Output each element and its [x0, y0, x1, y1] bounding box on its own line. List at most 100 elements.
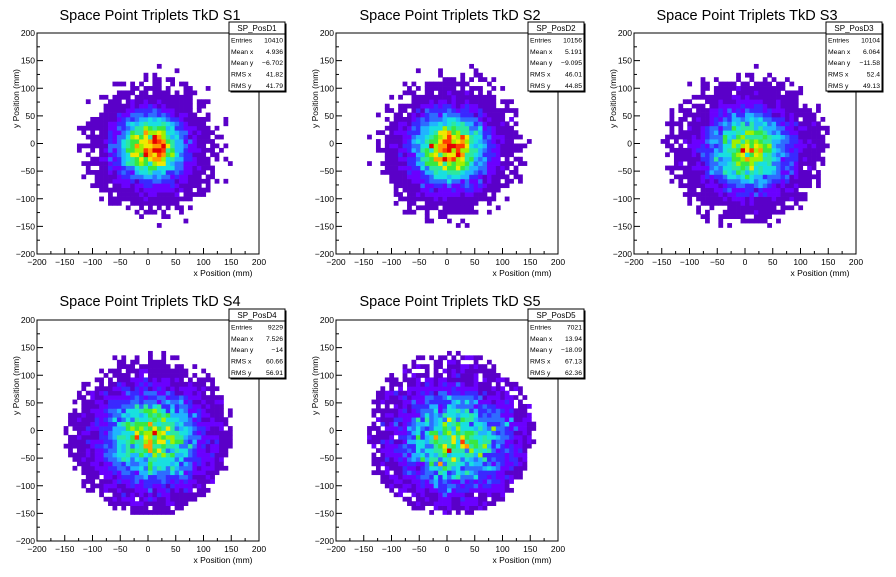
histogram-bin: [469, 479, 474, 484]
histogram-bin: [429, 103, 435, 109]
histogram-bin: [384, 457, 390, 462]
histogram-bin: [495, 116, 501, 122]
histogram-bin: [749, 130, 755, 136]
histogram-bin: [518, 174, 523, 180]
histogram-bin: [134, 170, 140, 175]
histogram-bin: [174, 461, 180, 467]
histogram-bin: [152, 170, 158, 175]
histogram-bin: [187, 434, 193, 440]
histogram-bin: [99, 183, 104, 189]
histogram-bin: [504, 381, 510, 387]
histogram-bin: [807, 183, 812, 189]
histogram-bin: [438, 103, 443, 109]
histogram-bin: [68, 421, 73, 427]
histogram-bin: [85, 408, 91, 414]
histogram-bin: [807, 152, 812, 158]
histogram-bin: [116, 134, 122, 140]
histogram-bin: [411, 443, 417, 449]
histogram-bin: [776, 139, 781, 144]
histogram-bin: [482, 452, 488, 458]
histogram-bin: [713, 130, 719, 136]
histogram-bin: [447, 121, 452, 127]
histogram-bin: [473, 368, 479, 374]
histogram-bin: [187, 403, 193, 409]
histogram-bin: [174, 139, 180, 144]
chart-panel-1: Space Point Triplets TkD S1−200 −150 −100−…: [11, 8, 287, 278]
histogram-bin: [85, 125, 91, 131]
histogram-bin: [156, 94, 162, 100]
histogram-bin: [165, 200, 171, 206]
histogram-bin: [90, 130, 96, 136]
histogram-bin: [108, 470, 113, 476]
histogram-bin: [170, 108, 175, 113]
histogram-bin: [116, 187, 122, 193]
histogram-bin: [486, 81, 492, 87]
histogram-bin: [784, 139, 790, 144]
histogram-bin: [709, 147, 715, 153]
histogram-bin: [143, 496, 149, 502]
histogram-bin: [393, 390, 399, 396]
histogram-bin: [464, 412, 470, 418]
histogram-bin: [411, 103, 417, 109]
histogram-bin: [776, 192, 781, 197]
histogram-bin: [103, 465, 109, 471]
histogram-bin: [380, 452, 386, 458]
histogram-bin: [121, 174, 127, 180]
histogram-bin: [205, 386, 211, 392]
histogram-bin: [776, 187, 781, 193]
histogram-bin: [420, 170, 426, 175]
histogram-bin: [161, 417, 167, 423]
histogram-bin: [103, 452, 109, 458]
histogram-bin: [384, 125, 390, 131]
histogram-bin: [99, 417, 104, 423]
stats-box-name: SP_PosD3: [834, 24, 874, 33]
histogram-bin: [767, 178, 772, 184]
histogram-bin: [103, 430, 109, 436]
histogram-bin: [384, 165, 390, 171]
histogram-bin: [183, 112, 189, 118]
histogram-bin: [451, 174, 457, 180]
histogram-bin: [429, 457, 435, 462]
histogram-bin: [509, 479, 514, 484]
histogram-bin: [793, 143, 799, 149]
histogram-bin: [161, 112, 167, 118]
histogram-bin: [196, 139, 202, 144]
stats-value: 5.191: [565, 49, 582, 56]
histogram-bin: [214, 403, 220, 409]
histogram-bin: [491, 399, 497, 405]
histogram-bin: [500, 143, 506, 149]
histogram-bin: [148, 452, 153, 458]
histogram-bin: [482, 483, 488, 489]
histogram-bin: [187, 116, 193, 122]
histogram-bin: [740, 86, 746, 91]
histogram-bin: [691, 170, 697, 175]
histogram-bin: [415, 94, 421, 100]
histogram-bin: [491, 99, 497, 105]
histogram-bin: [776, 209, 781, 215]
histogram-bin: [802, 108, 808, 113]
histogram-bin: [438, 134, 443, 140]
histogram-bin: [108, 143, 113, 149]
histogram-bin: [103, 399, 109, 405]
histogram-bin: [705, 170, 710, 175]
histogram-bin: [76, 434, 82, 440]
histogram-bin: [398, 448, 403, 453]
histogram-bin: [464, 116, 470, 122]
histogram-bin: [134, 426, 140, 431]
histogram-bin: [156, 474, 162, 480]
histogram-bin: [139, 403, 144, 409]
histogram-bin: [411, 487, 417, 493]
stats-value: 41.79: [266, 83, 283, 90]
histogram-bin: [793, 165, 799, 171]
histogram-bin: [94, 161, 100, 166]
histogram-bin: [762, 77, 768, 82]
histogram-bin: [486, 134, 492, 140]
histogram-bin: [152, 200, 158, 206]
histogram-bin: [486, 470, 492, 476]
histogram-bin: [108, 187, 113, 193]
histogram-bin: [103, 178, 109, 184]
histogram-bin: [433, 112, 439, 118]
histogram-bin: [784, 152, 790, 158]
stats-box-name: SP_PosD4: [237, 311, 277, 320]
histogram-bin: [678, 183, 684, 189]
